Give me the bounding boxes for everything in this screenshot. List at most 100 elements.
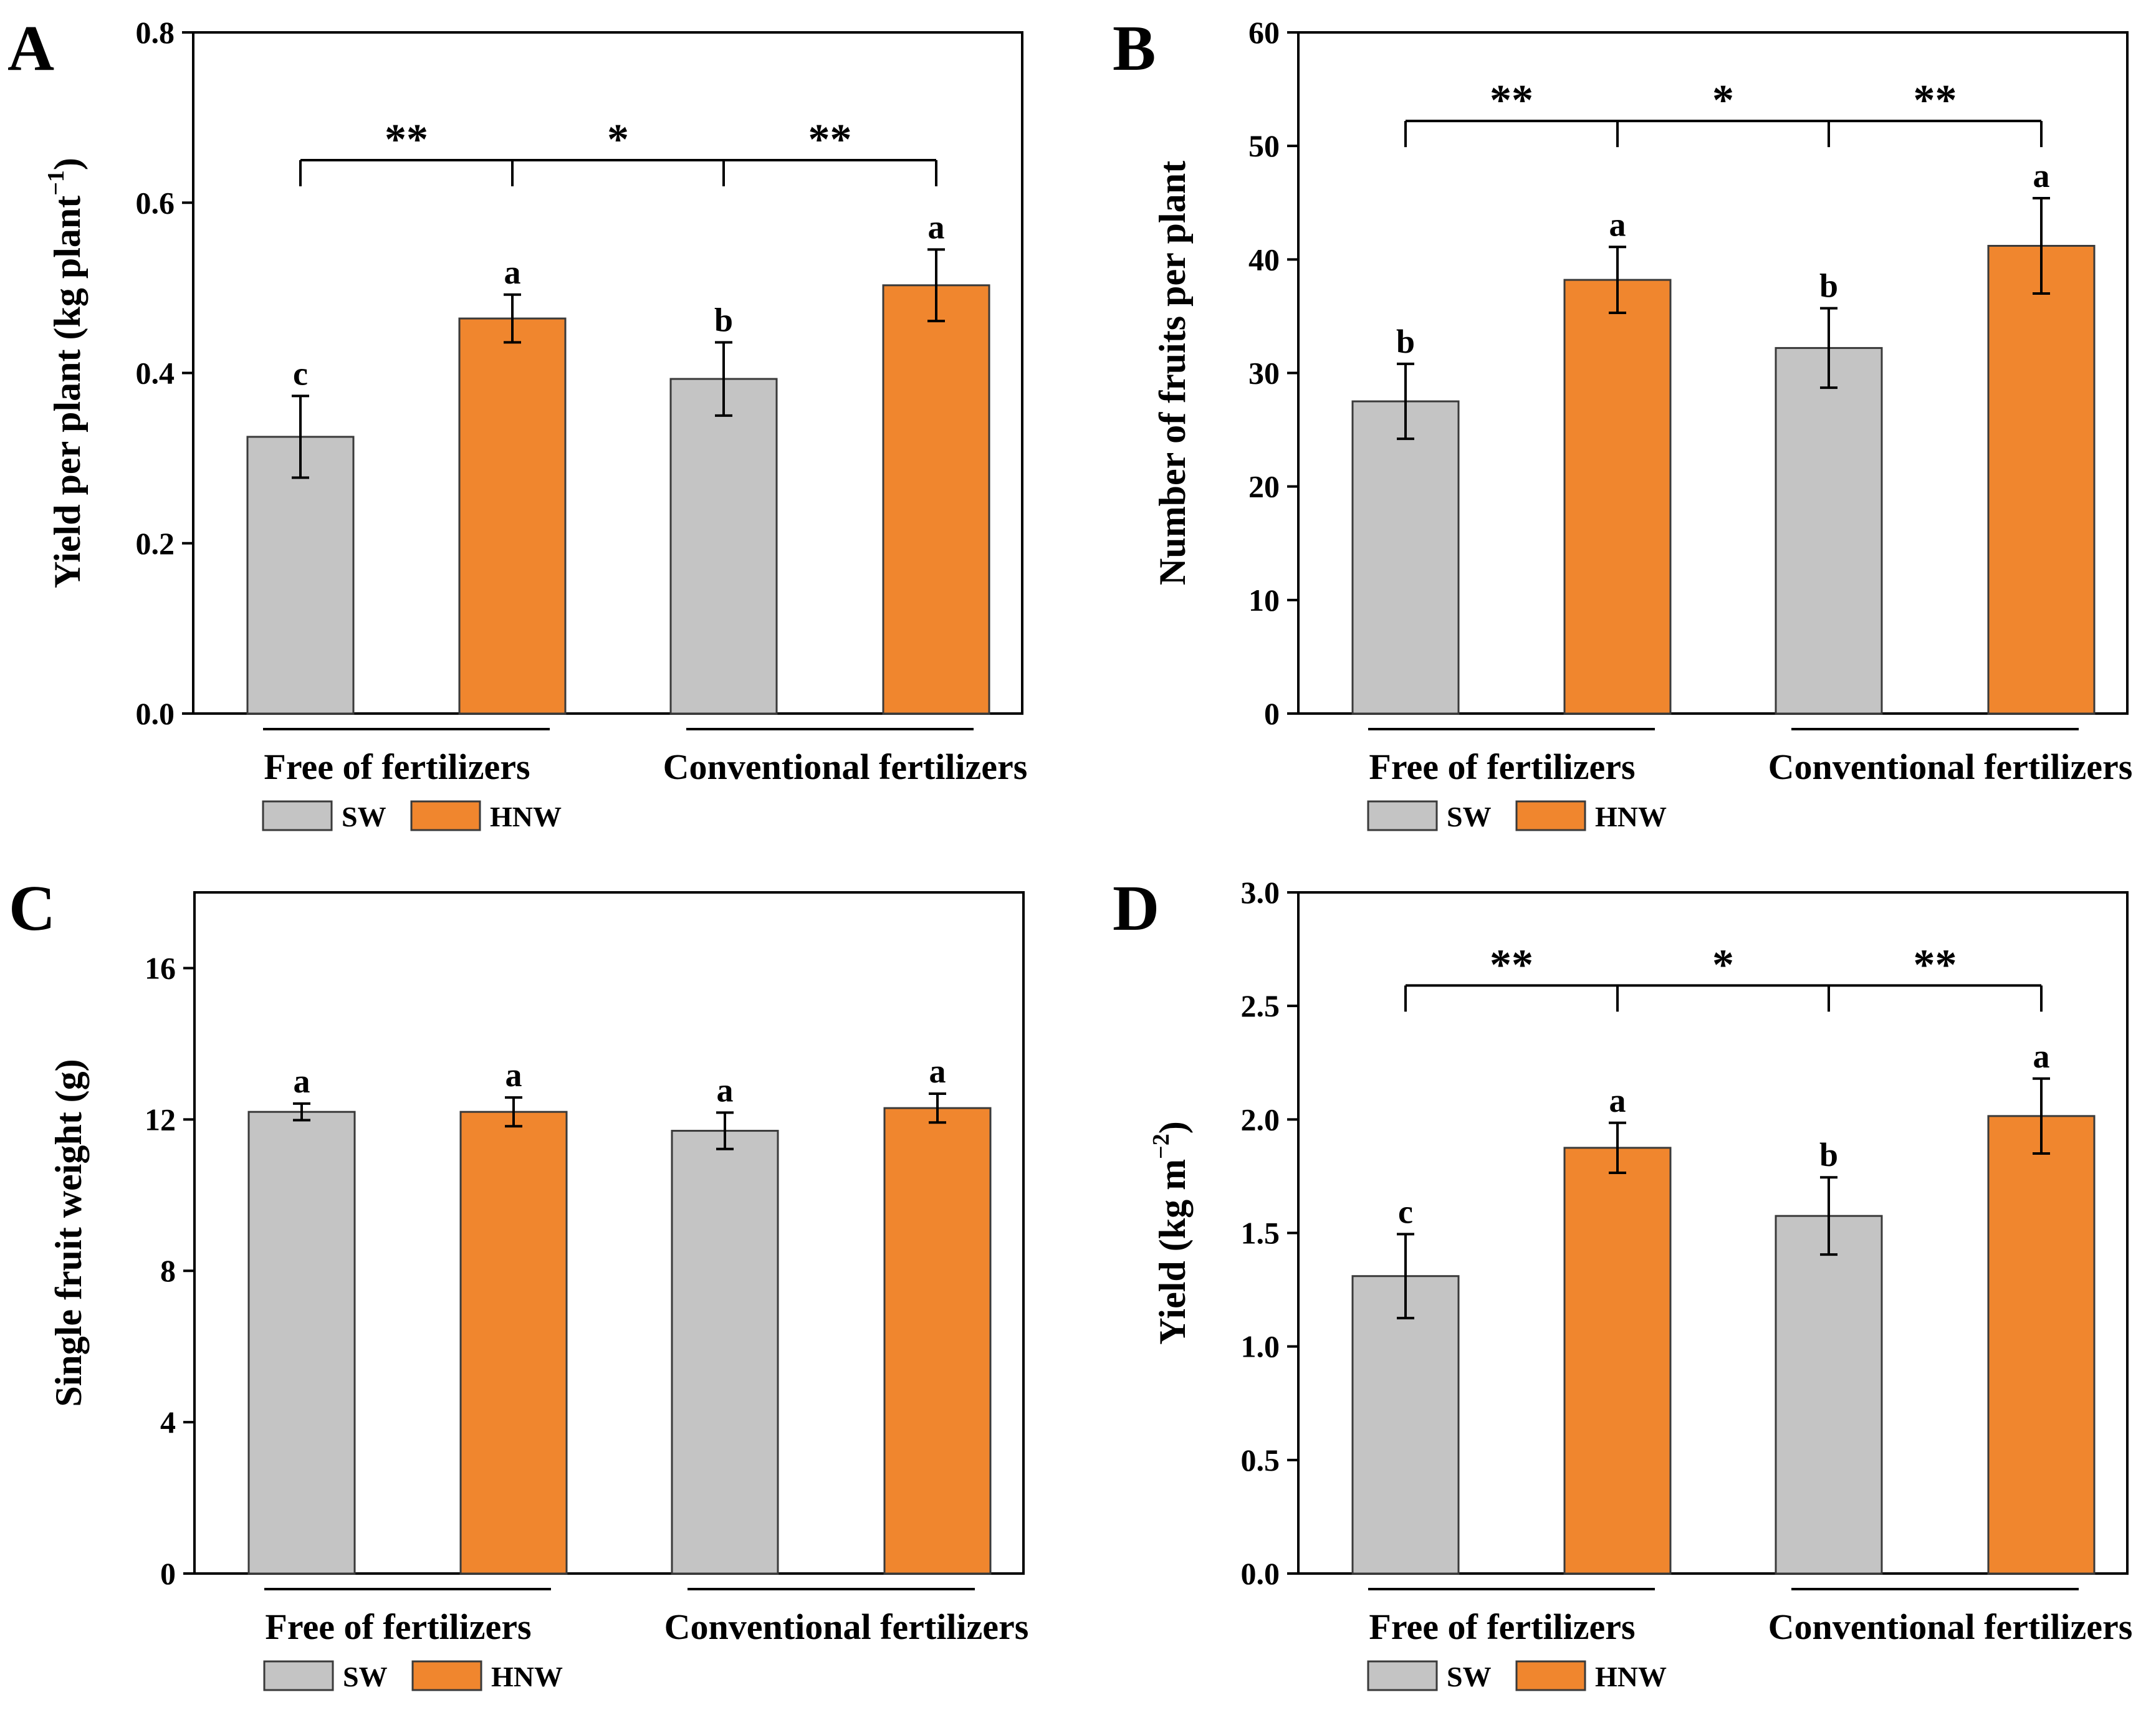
- y-tick-label: 3.0: [1241, 875, 1280, 910]
- significance-letter: b: [714, 301, 733, 338]
- bar-hnw: [883, 1107, 992, 1575]
- y-tick-label: 0.4: [136, 356, 175, 391]
- significance-stars: **: [1914, 77, 1957, 125]
- significance-stars: *: [1712, 941, 1734, 989]
- y-tick-label: 12: [145, 1102, 176, 1137]
- bar-hnw: [459, 1111, 568, 1575]
- significance-letter: c: [1398, 1193, 1413, 1230]
- y-tick-label: 50: [1248, 128, 1280, 163]
- bar-hnw: [1987, 1115, 2096, 1575]
- group-label: Free of fertilizers: [1369, 747, 1635, 787]
- legend: SW HNW: [263, 1660, 563, 1693]
- y-axis-title: Single fruit weight (g): [48, 1059, 89, 1407]
- y-tick-label: 0.6: [136, 185, 175, 220]
- legend-swatch-sw: [263, 1660, 334, 1691]
- significance-letter: b: [1819, 1136, 1838, 1173]
- y-tick-label: 8: [160, 1253, 176, 1288]
- y-axis-title: Yield (kg m−2): [1148, 1121, 1193, 1344]
- y-tick-label: 60: [1248, 15, 1280, 50]
- legend-label: SW: [1447, 1661, 1492, 1693]
- panel-letter: B: [1113, 12, 1156, 84]
- panel-b: B 0 10 20 30 40 50 60 Number of fruits per plant…: [1113, 12, 2132, 833]
- y-tick-label: 2.5: [1241, 988, 1280, 1023]
- legend-label: SW: [342, 801, 386, 833]
- panel-letter: D: [1113, 872, 1159, 944]
- y-axis-title-end: ): [47, 158, 88, 170]
- group-label: Free of fertilizers: [264, 747, 530, 787]
- panel-a: A 0.0 0.2 0.4 0.6 0.8 Yield per plant (kg plan…: [7, 12, 1027, 833]
- bar-sw: [671, 1130, 779, 1575]
- bar-hnw: [1563, 1147, 1672, 1575]
- significance-letter: a: [929, 1053, 946, 1090]
- y-tick-label: 20: [1248, 469, 1280, 504]
- bar-sw: [1351, 1275, 1460, 1575]
- y-tick-label: 1.5: [1241, 1216, 1280, 1251]
- group-label: Conventional fertilizers: [1768, 747, 2133, 787]
- plot-frame: [193, 891, 1025, 1575]
- bar-sw: [669, 378, 778, 715]
- y-tick-label: 40: [1248, 242, 1280, 277]
- significance-letter: a: [2033, 1038, 2050, 1075]
- y-tick-label: 0.8: [136, 15, 175, 50]
- y-tick-label: 30: [1248, 356, 1280, 391]
- legend-label: SW: [343, 1661, 388, 1693]
- y-axis-title-superscript: −2: [1148, 1134, 1174, 1159]
- legend-swatch-hnw: [1515, 800, 1586, 831]
- bar-hnw: [1987, 244, 2096, 715]
- y-tick-label: 4: [160, 1405, 176, 1440]
- legend-label: HNW: [1595, 1661, 1667, 1693]
- panel-d: D 0.0 0.5 1.0 1.5 2.0 2.5 3.0 Yield (kg m−2) c a b a…: [1113, 872, 2132, 1693]
- group-label: Conventional fertilizers: [663, 747, 1028, 787]
- group-label: Free of fertilizers: [1369, 1607, 1635, 1647]
- bar-hnw: [1563, 279, 1672, 715]
- significance-stars: *: [1712, 77, 1734, 125]
- y-axis-title-superscript: −1: [43, 170, 69, 196]
- bar-sw: [1775, 1215, 1883, 1575]
- legend-label: HNW: [1595, 801, 1667, 833]
- y-axis-title: Number of fruits per plant: [1152, 161, 1193, 585]
- significance-stars: *: [607, 116, 629, 164]
- significance-letter: c: [293, 355, 308, 392]
- bar-sw: [247, 1111, 356, 1575]
- legend-swatch-sw: [262, 800, 333, 831]
- significance-letter: a: [1609, 1082, 1626, 1119]
- significance-stars: **: [385, 116, 428, 164]
- significance-letter: a: [1609, 206, 1626, 243]
- legend-swatch-sw: [1367, 1660, 1438, 1691]
- y-tick-label: 0.5: [1241, 1443, 1280, 1478]
- significance-stars: **: [1490, 77, 1533, 125]
- legend: SW HNW: [262, 800, 562, 833]
- legend-label: HNW: [491, 1661, 563, 1693]
- y-axis-title-text: Yield per plant (kg plant: [47, 196, 88, 588]
- legend-label: HNW: [490, 801, 562, 833]
- y-tick-label: 0: [160, 1556, 176, 1591]
- significance-letter: a: [717, 1071, 734, 1109]
- y-axis-title-text: Single fruit weight (g): [48, 1059, 89, 1407]
- y-tick-label: 0.0: [1241, 1556, 1280, 1591]
- legend-label: SW: [1447, 801, 1492, 833]
- y-tick-label: 16: [145, 950, 176, 985]
- legend-swatch-hnw: [410, 800, 481, 831]
- y-tick-label: 2.0: [1241, 1102, 1280, 1137]
- significance-letter: a: [294, 1063, 310, 1100]
- legend-swatch-sw: [1367, 800, 1438, 831]
- y-axis-title-end: ): [1152, 1121, 1193, 1134]
- significance-letter: a: [504, 254, 521, 291]
- group-label: Conventional fertilizers: [664, 1607, 1029, 1647]
- y-tick-label: 1.0: [1241, 1329, 1280, 1364]
- bar-sw: [1351, 400, 1460, 715]
- legend-swatch-hnw: [1515, 1660, 1586, 1691]
- y-tick-label: 0: [1264, 696, 1280, 731]
- panel-letter: C: [9, 872, 55, 944]
- significance-letter: b: [1819, 267, 1838, 305]
- y-axis-title-text: Number of fruits per plant: [1152, 161, 1193, 585]
- bar-sw: [1775, 346, 1883, 715]
- significance-letter: a: [505, 1056, 522, 1094]
- group-label: Free of fertilizers: [265, 1607, 531, 1647]
- significance-stars: **: [1490, 941, 1533, 989]
- significance-stars: **: [1914, 941, 1957, 989]
- y-tick-label: 10: [1248, 583, 1280, 618]
- significance-stars: **: [808, 116, 852, 164]
- significance-letter: a: [2033, 157, 2050, 194]
